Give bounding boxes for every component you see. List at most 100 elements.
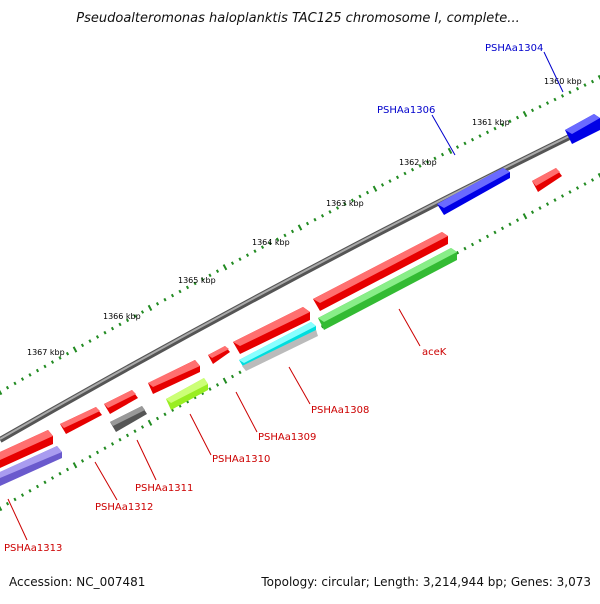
outer-tick-minor	[425, 160, 430, 164]
gene-label-pshaa1312[interactable]: PSHAa1312	[95, 502, 153, 513]
inner-tick-minor	[470, 242, 475, 247]
inner-tick-minor	[163, 412, 167, 417]
inner-tick-major	[597, 172, 600, 180]
gene-label-pshaa1313[interactable]: PSHAa1313	[4, 543, 62, 554]
inner-tick-minor	[500, 226, 505, 231]
outer-tick-minor	[260, 245, 265, 249]
outer-tick-minor	[193, 281, 197, 286]
outer-tick-minor	[163, 297, 167, 302]
outer-tick-minor	[538, 104, 542, 109]
outer-tick-minor	[350, 198, 355, 203]
gene-light-gray[interactable]	[242, 330, 318, 371]
inner-tick-minor	[515, 218, 520, 222]
outer-tick-minor	[433, 156, 437, 161]
inner-tick-minor	[238, 370, 242, 375]
outer-tick-minor	[328, 210, 332, 214]
inner-tick-minor	[95, 450, 100, 455]
outer-tick-major	[447, 147, 453, 155]
outer-tick-minor	[478, 134, 482, 138]
gene-label-pshaa1310[interactable]: PSHAa1310	[212, 454, 270, 465]
inner-tick-minor	[508, 222, 512, 227]
outer-tick-ring	[0, 74, 600, 396]
outer-tick-minor	[403, 171, 407, 176]
gene-label-pshaa1308[interactable]: PSHAa1308	[311, 405, 369, 416]
outer-tick-minor	[500, 123, 505, 127]
inner-tick-major	[147, 419, 153, 426]
outer-tick-minor	[43, 364, 47, 369]
outer-tick-minor	[208, 273, 212, 278]
inner-tick-minor	[530, 210, 535, 214]
gene-label-pshaa1306[interactable]: PSHAa1306	[377, 105, 435, 116]
gene-label-pshaa1304[interactable]: PSHAa1304	[485, 43, 543, 54]
outer-tick-minor	[388, 179, 392, 183]
scale-labels: 1360 kbp 1361 kbp 1362 kbp 1363 kbp 1364…	[27, 77, 582, 357]
outer-tick-minor	[515, 115, 520, 120]
outer-tick-minor	[545, 101, 550, 105]
inner-tick-minor	[230, 374, 235, 379]
outer-tick-minor	[320, 214, 325, 218]
scale-label-1364: 1364 kbp	[252, 238, 290, 247]
inner-tick-minor	[13, 497, 17, 502]
scale-label-1362: 1362 kbp	[399, 158, 437, 167]
outer-tick-minor	[28, 373, 32, 377]
inner-tick-minor	[88, 454, 92, 459]
outer-tick-minor	[493, 126, 497, 131]
inner-tick-minor	[545, 202, 550, 206]
label-leaders	[7, 51, 564, 541]
outer-tick-major	[0, 388, 3, 396]
outer-tick-minor	[418, 164, 422, 168]
scale-label-1363: 1363 kbp	[326, 199, 364, 208]
gene-label-acek[interactable]: aceK	[422, 347, 447, 358]
inner-tick-minor	[65, 467, 70, 472]
scale-label-1367: 1367 kbp	[27, 348, 65, 357]
inner-tick-minor	[568, 190, 572, 194]
outer-tick-minor	[305, 221, 310, 226]
outer-tick-major	[372, 185, 378, 192]
gene-labels: PSHAa1304 PSHAa1306 aceK PSHAa1308 PSHAa…	[4, 43, 543, 554]
outer-tick-minor	[58, 356, 62, 360]
inner-tick-minor	[110, 442, 115, 446]
inner-tick-minor	[140, 425, 145, 429]
outer-tick-minor	[155, 302, 160, 306]
outer-tick-minor	[80, 343, 85, 348]
outer-tick-minor	[380, 183, 385, 187]
outer-tick-minor	[568, 90, 572, 95]
inner-tick-minor	[478, 238, 482, 243]
outer-tick-major	[297, 224, 303, 231]
outer-tick-minor	[335, 206, 340, 210]
accession-text: Accession: NC_007481	[9, 575, 145, 589]
chromosome-backbone-highlight	[0, 120, 600, 440]
gene-label-pshaa1309[interactable]: PSHAa1309	[258, 432, 316, 443]
outer-tick-minor	[245, 253, 250, 257]
outer-tick-minor	[560, 94, 565, 98]
outer-tick-minor	[343, 202, 347, 206]
outer-tick-minor	[13, 381, 17, 386]
inner-tick-minor	[538, 206, 542, 210]
topology-text: Topology: circular; Length: 3,214,944 bp…	[260, 575, 591, 589]
outer-tick-minor	[215, 269, 220, 273]
scale-label-1366: 1366 kbp	[103, 312, 141, 321]
outer-tick-minor	[200, 277, 205, 282]
inner-tick-minor	[463, 246, 467, 251]
outer-tick-minor	[238, 257, 242, 261]
inner-tick-minor	[583, 182, 587, 186]
outer-tick-minor	[590, 79, 595, 84]
scale-label-1361: 1361 kbp	[472, 118, 510, 127]
outer-tick-minor	[110, 326, 115, 331]
inner-tick-major	[72, 462, 78, 469]
outer-tick-minor	[365, 190, 370, 195]
inner-tick-minor	[20, 493, 25, 497]
outer-tick-major	[597, 74, 600, 82]
outer-tick-major	[222, 264, 228, 271]
outer-tick-minor	[5, 385, 10, 390]
outer-tick-minor	[530, 108, 535, 113]
inner-tick-minor	[485, 234, 490, 239]
outer-tick-minor	[455, 145, 460, 149]
outer-tick-minor	[553, 97, 557, 102]
inner-tick-major	[222, 377, 228, 384]
gene-label-pshaa1311[interactable]: PSHAa1311	[135, 483, 193, 494]
outer-tick-minor	[358, 194, 362, 199]
outer-tick-minor	[575, 86, 580, 91]
outer-tick-minor	[463, 141, 467, 146]
